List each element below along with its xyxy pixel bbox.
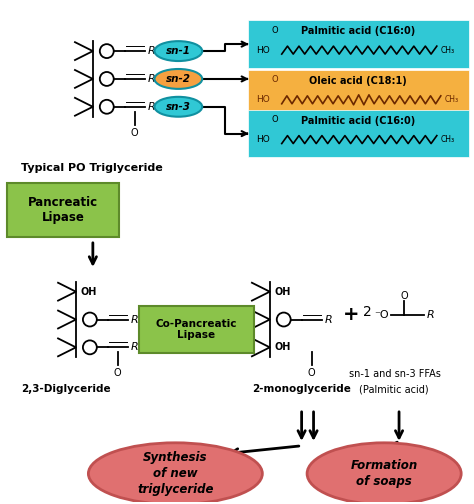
Text: sn-1 and sn-3 FFAs: sn-1 and sn-3 FFAs <box>349 369 441 379</box>
Text: (Palmitic acid): (Palmitic acid) <box>359 384 429 394</box>
Text: ⁻O: ⁻O <box>374 309 389 320</box>
Text: Palmitic acid (C16:0): Palmitic acid (C16:0) <box>301 116 415 125</box>
FancyBboxPatch shape <box>8 183 118 237</box>
Text: O: O <box>131 128 138 138</box>
Text: Co-Pancreatic
Lipase: Co-Pancreatic Lipase <box>155 319 237 340</box>
Text: O: O <box>114 368 121 378</box>
Ellipse shape <box>307 443 461 504</box>
Ellipse shape <box>88 443 262 504</box>
Text: O: O <box>272 115 278 124</box>
FancyBboxPatch shape <box>248 110 469 157</box>
Text: R: R <box>147 102 155 112</box>
Text: sn-1: sn-1 <box>166 46 191 56</box>
Text: R: R <box>147 46 155 56</box>
Ellipse shape <box>155 69 202 89</box>
Text: R: R <box>325 314 332 325</box>
Text: O: O <box>308 368 315 378</box>
Text: CH₃: CH₃ <box>441 45 455 54</box>
Text: HO: HO <box>256 45 270 54</box>
Text: Synthesis
of new
triglyceride: Synthesis of new triglyceride <box>137 451 214 496</box>
Text: 2-monoglyceride: 2-monoglyceride <box>252 384 351 394</box>
Text: OH: OH <box>275 287 291 297</box>
Text: R: R <box>427 309 435 320</box>
Text: CH₃: CH₃ <box>441 135 455 144</box>
Ellipse shape <box>155 97 202 117</box>
Text: 2,3-Diglyceride: 2,3-Diglyceride <box>21 384 111 394</box>
Text: HO: HO <box>256 135 270 144</box>
Text: Formation
of soaps: Formation of soaps <box>350 459 418 488</box>
Text: OH: OH <box>81 287 97 297</box>
Text: Oleic acid (C18:1): Oleic acid (C18:1) <box>310 76 407 86</box>
Ellipse shape <box>155 41 202 61</box>
FancyBboxPatch shape <box>138 305 254 353</box>
Text: CH₃: CH₃ <box>445 95 459 104</box>
Text: R: R <box>147 74 155 84</box>
FancyBboxPatch shape <box>248 20 469 68</box>
Text: 2: 2 <box>363 304 372 319</box>
Text: +: + <box>343 305 360 324</box>
FancyBboxPatch shape <box>248 70 469 118</box>
Text: Palmitic acid (C16:0): Palmitic acid (C16:0) <box>301 26 415 36</box>
Text: Typical PO Triglyceride: Typical PO Triglyceride <box>21 163 163 173</box>
Text: OH: OH <box>275 342 291 352</box>
Text: Pancreatic
Lipase: Pancreatic Lipase <box>28 196 98 224</box>
Text: O: O <box>272 76 278 85</box>
Text: HO: HO <box>256 95 270 104</box>
Text: R: R <box>131 314 138 325</box>
Text: O: O <box>272 26 278 35</box>
Text: sn-3: sn-3 <box>166 102 191 112</box>
Text: O: O <box>400 291 408 301</box>
Text: R: R <box>131 342 138 352</box>
Text: sn-2: sn-2 <box>166 74 191 84</box>
